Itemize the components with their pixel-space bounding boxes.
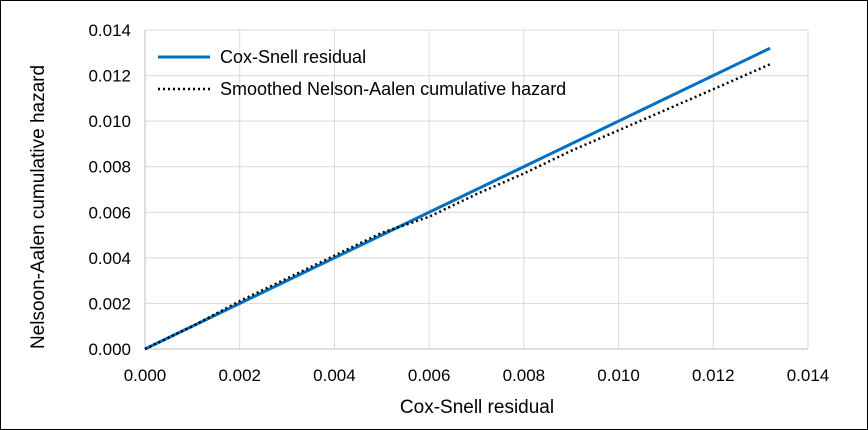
series-line-nelson-aalen <box>144 63 771 351</box>
x-tick-label: 0.006 <box>408 366 451 385</box>
y-tick-label: 0.010 <box>88 112 131 131</box>
x-tick-label: 0.000 <box>124 366 167 385</box>
series-line-cox-snell <box>144 46 771 351</box>
grid-lines <box>145 29 809 349</box>
y-tick-label: 0.014 <box>88 21 131 40</box>
y-tick-label: 0.006 <box>88 203 131 222</box>
y-tick-label: 0.000 <box>88 340 131 359</box>
axes <box>144 30 808 350</box>
y-tick-label: 0.002 <box>88 294 131 313</box>
y-tick-label: 0.004 <box>88 249 131 268</box>
x-axis-label: Cox-Snell residual <box>400 397 554 418</box>
y-tick-label: 0.012 <box>88 67 131 86</box>
x-tick-label: 0.004 <box>313 366 356 385</box>
y-tick-label: 0.008 <box>88 158 131 177</box>
series-lines <box>144 46 771 351</box>
x-tick-label: 0.010 <box>597 366 640 385</box>
legend-label-cox-snell: Cox-Snell residual <box>220 47 366 67</box>
x-tick-label: 0.002 <box>218 366 261 385</box>
x-tick-label: 0.008 <box>503 366 546 385</box>
legend-label-nelson-aalen: Smoothed Nelson-Aalen cumulative hazard <box>220 79 566 99</box>
y-axis-label: Nelsoon-Aalen cumulative hazard <box>28 65 49 349</box>
x-tick-label: 0.012 <box>692 366 735 385</box>
legend: Cox-Snell residual Smoothed Nelson-Aalen… <box>158 47 566 99</box>
x-tick-label: 0.014 <box>787 366 830 385</box>
x-tick-labels: 0.000 0.002 0.004 0.006 0.008 0.010 0.012 0.014 <box>124 366 830 385</box>
y-tick-labels: 0.000 0.002 0.004 0.006 0.008 0.010 0.012 0.014 <box>88 21 131 359</box>
